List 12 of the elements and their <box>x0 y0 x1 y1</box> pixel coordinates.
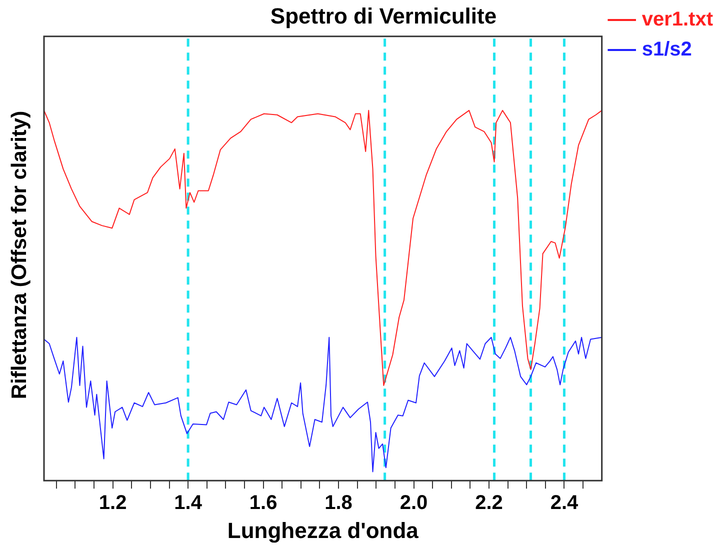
x-tick-label: 1.4 <box>174 492 203 514</box>
y-axis-title: Riflettanza (Offset for clarity) <box>8 110 32 400</box>
x-axis-title: Lunghezza d'onda <box>227 518 420 543</box>
x-tick-label: 2.2 <box>475 492 503 514</box>
x-tick-label: 1.6 <box>249 492 278 514</box>
x-tick-label: 2.4 <box>550 492 580 514</box>
x-tick-label: 2.0 <box>400 492 428 514</box>
x-tick-label: 1.2 <box>98 492 127 514</box>
chart-title: Spettro di Vermiculite <box>270 3 497 28</box>
legend-label: s1/s2 <box>642 38 692 61</box>
x-tick-label: 1.8 <box>324 492 352 514</box>
legend-label: ver1.txt <box>642 8 714 31</box>
